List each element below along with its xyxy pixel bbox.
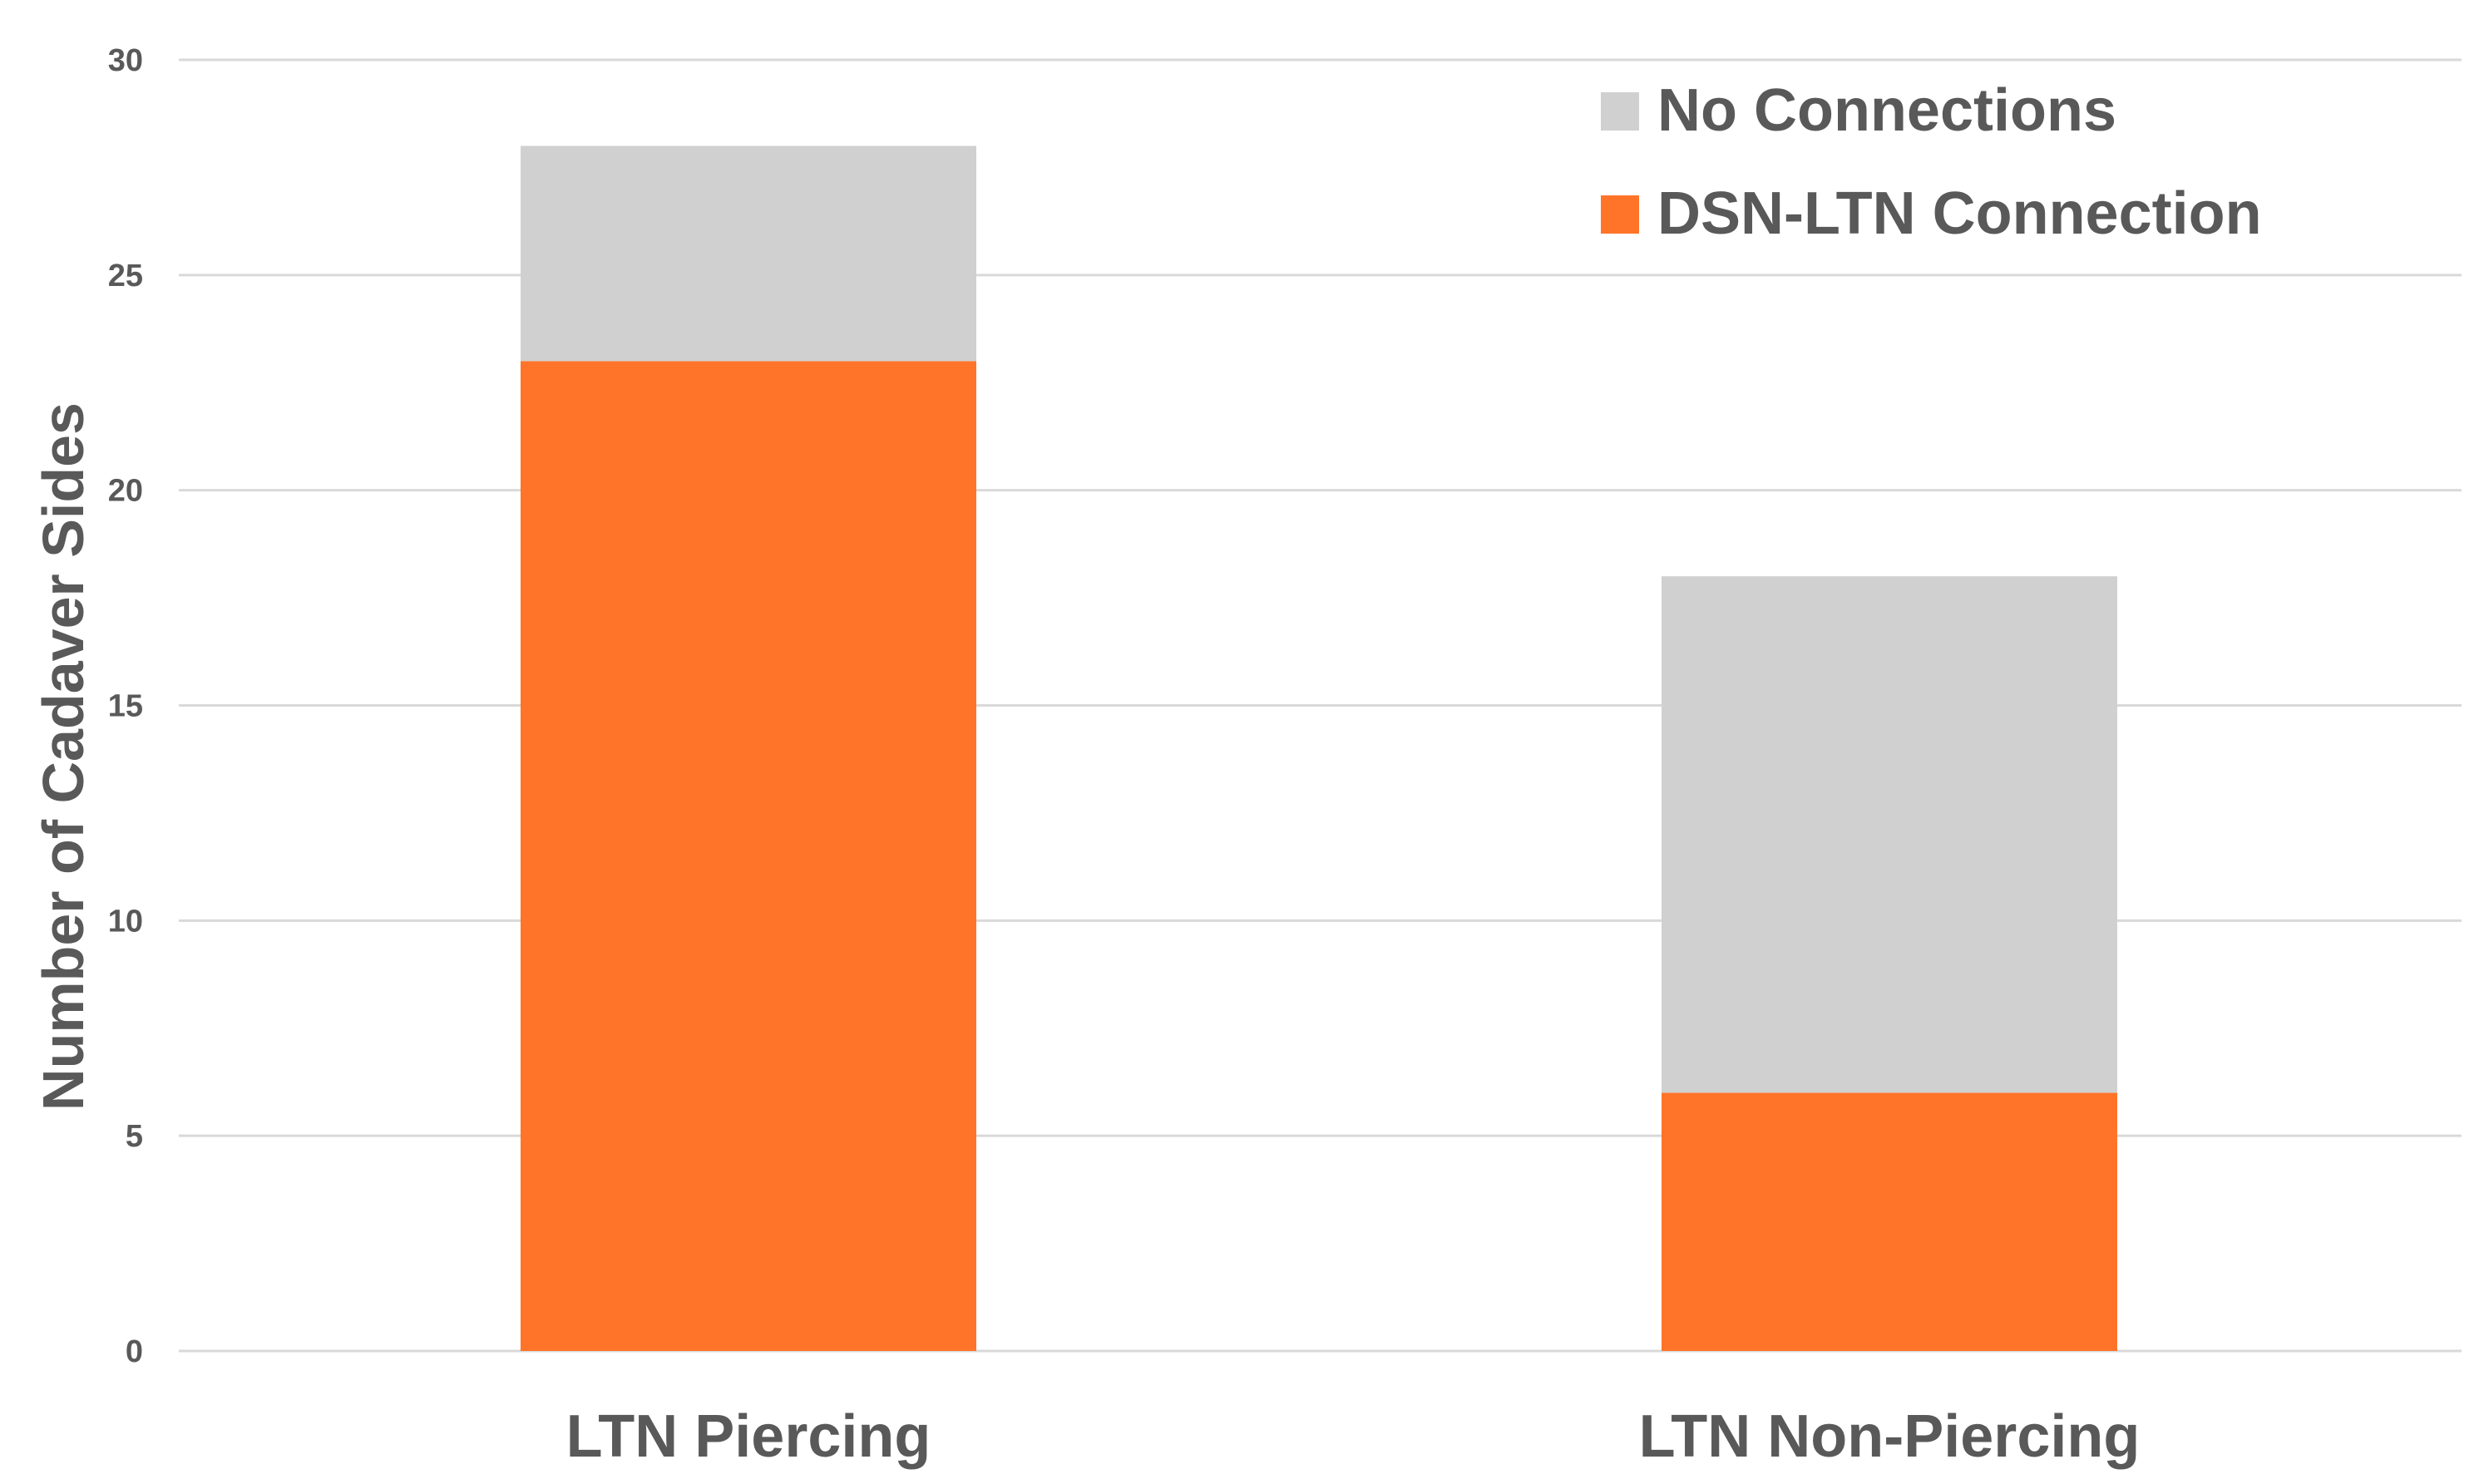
x-category-label: LTN Non-Piercing xyxy=(1639,1403,2141,1470)
bar-segment-no-connections-2 xyxy=(1662,576,2117,1093)
bar-segment-dsn-ltn-connection-2 xyxy=(1662,1092,2117,1351)
legend-label: DSN-LTN Connection xyxy=(1657,180,2262,247)
bar-segment-dsn-ltn-connection-1 xyxy=(521,361,976,1351)
y-tick-label: 20 xyxy=(108,474,143,509)
legend-swatch xyxy=(1601,92,1639,131)
y-axis-title: Number of Cadaver Sides xyxy=(31,402,96,1111)
y-tick-label: 5 xyxy=(126,1119,143,1154)
y-tick-label: 0 xyxy=(126,1334,143,1369)
bars xyxy=(521,145,2117,1351)
legend: No Connections DSN-LTN Connection xyxy=(1601,77,2262,247)
y-tick-label: 25 xyxy=(108,259,143,293)
x-category-label: LTN Piercing xyxy=(566,1403,931,1470)
y-tick-label: 30 xyxy=(108,43,143,78)
bar-segment-no-connections-1 xyxy=(521,145,976,362)
y-tick-label: 15 xyxy=(108,689,143,724)
legend-swatch xyxy=(1601,195,1639,234)
legend-label: No Connections xyxy=(1657,77,2116,144)
y-tick-label: 10 xyxy=(108,904,143,939)
y-tick-labels: 0 5 10 15 20 25 30 xyxy=(108,43,143,1369)
x-category-labels: LTN Piercing LTN Non-Piercing xyxy=(566,1403,2141,1470)
